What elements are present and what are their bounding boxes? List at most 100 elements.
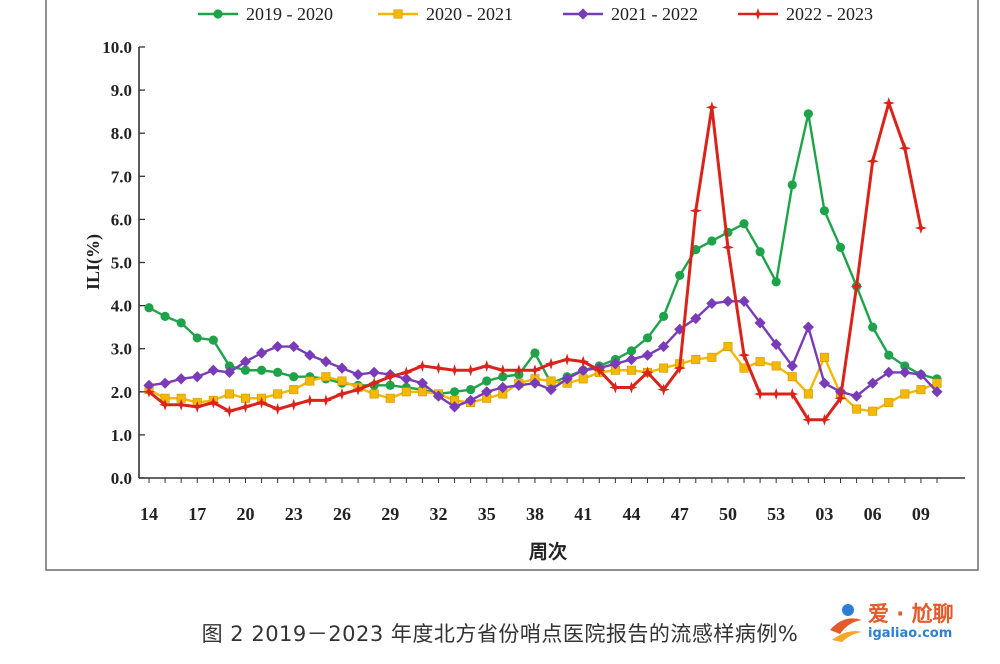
data-point (239, 356, 252, 368)
watermark-brand: 爱 · 尬聊 (868, 602, 954, 626)
data-point (143, 385, 155, 398)
data-point (914, 222, 927, 235)
data-point (305, 376, 315, 386)
data-point (385, 380, 395, 390)
data-point (850, 390, 863, 402)
legend-marker (393, 9, 403, 19)
data-point (641, 349, 654, 361)
data-point (642, 333, 653, 343)
data-point (320, 356, 332, 368)
data-point (481, 386, 493, 398)
data-point (449, 387, 460, 397)
data-point (771, 361, 781, 371)
data-point (304, 349, 316, 361)
data-point (530, 348, 540, 358)
data-point (561, 373, 573, 385)
x-tick-label: 29 (381, 504, 399, 524)
data-point (545, 384, 557, 396)
data-point (882, 97, 895, 110)
data-point (754, 387, 767, 400)
data-point (705, 101, 718, 114)
legend: 2019 - 2020 2020 - 2021 2021 - 2022 2022 - … (198, 4, 873, 24)
data-point (755, 357, 765, 367)
x-tick-labels: 14 17 20 23 26 29 32 35 38 41 44 47 50 53 03 06 09 (140, 504, 930, 524)
data-point (208, 335, 218, 345)
data-point (819, 352, 829, 362)
data-point (657, 383, 670, 396)
data-point (271, 403, 284, 416)
y-tick-label: 8.0 (111, 124, 132, 143)
data-point (577, 355, 590, 368)
x-axis-label: 周次 (529, 540, 567, 563)
data-point (721, 241, 734, 254)
data-point (818, 377, 831, 389)
data-point (528, 364, 541, 377)
data-point (432, 362, 445, 375)
chart-frame (45, 0, 979, 571)
x-tick-label: 50 (719, 504, 737, 524)
x-tick-label: 35 (478, 504, 496, 524)
data-point (289, 385, 299, 395)
data-point (787, 180, 797, 190)
data-point (674, 323, 686, 335)
data-point (690, 312, 702, 325)
data-point (321, 372, 331, 382)
data-point (337, 376, 347, 386)
data-point (465, 394, 477, 407)
data-point (207, 364, 219, 376)
y-tick-label: 6.0 (111, 210, 132, 229)
data-point (466, 385, 476, 395)
legend-marker (577, 8, 589, 20)
x-tick-label: 32 (429, 504, 447, 524)
data-point (368, 366, 380, 379)
data-point (224, 389, 234, 399)
y-tick-label: 0.0 (111, 469, 132, 488)
x-tick-label: 26 (333, 504, 351, 524)
data-point (239, 400, 252, 413)
x-tick-label: 06 (864, 504, 882, 524)
data-point (707, 236, 717, 246)
data-point (868, 406, 878, 416)
data-point (497, 381, 509, 394)
data-point (175, 373, 187, 385)
data-point (739, 219, 749, 229)
data-point (834, 392, 847, 405)
data-point (480, 359, 493, 372)
x-tick-label: 17 (188, 504, 206, 524)
data-point (464, 364, 477, 377)
data-point (303, 394, 316, 407)
y-tick-label: 1.0 (111, 426, 132, 445)
data-point (273, 389, 283, 399)
data-point (803, 109, 813, 119)
data-point (400, 373, 412, 385)
y-tick-label: 5.0 (111, 254, 132, 273)
legend-marker (752, 8, 764, 20)
legend-entry: 2019 - 2020 (198, 4, 333, 24)
data-point (191, 400, 204, 413)
data-point (207, 396, 220, 409)
x-tick-label: 23 (285, 504, 303, 524)
data-point (578, 374, 588, 384)
data-point (786, 360, 798, 372)
data-point (191, 371, 203, 383)
data-point (255, 347, 268, 359)
chart: 2019 - 2020 2020 - 2021 2021 - 2022 2022 - … (45, 0, 979, 571)
legend-label: 2021 - 2022 (611, 4, 698, 24)
axes (138, 46, 965, 483)
data-point (786, 387, 799, 400)
data-point (641, 366, 654, 379)
data-point (223, 366, 236, 379)
data-point (883, 366, 895, 379)
data-point (916, 385, 926, 395)
watermark-logo-icon (830, 604, 862, 642)
data-point (240, 365, 251, 375)
data-point (932, 378, 942, 388)
data-point (803, 389, 813, 399)
data-point (659, 363, 669, 373)
data-point (835, 242, 846, 253)
data-point (900, 361, 910, 371)
x-tick-label: 14 (140, 504, 158, 524)
x-tick-label: 20 (236, 504, 254, 524)
data-point (400, 366, 413, 379)
data-point (192, 333, 202, 343)
